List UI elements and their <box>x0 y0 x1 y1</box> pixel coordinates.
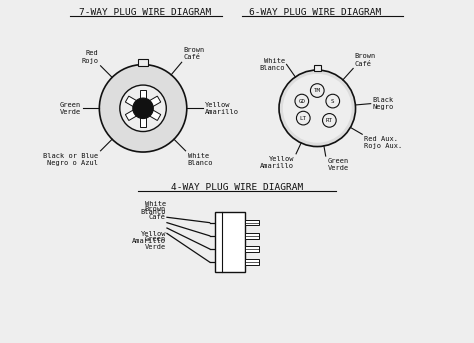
Circle shape <box>295 94 309 108</box>
Circle shape <box>310 84 324 97</box>
Circle shape <box>326 94 339 108</box>
Circle shape <box>100 64 187 152</box>
Text: 6-WAY PLUG WIRE DIAGRAM: 6-WAY PLUG WIRE DIAGRAM <box>249 8 382 17</box>
Text: Red Aux.
Rojo Aux.: Red Aux. Rojo Aux. <box>364 136 402 150</box>
Text: White
Blanco: White Blanco <box>140 201 166 214</box>
Text: White
Blanco: White Blanco <box>188 153 213 166</box>
Text: 7-WAY PLUG WIRE DIAGRAM: 7-WAY PLUG WIRE DIAGRAM <box>79 8 211 17</box>
Text: LT: LT <box>300 116 307 121</box>
Text: Green
Verde: Green Verde <box>60 102 81 115</box>
Bar <box>313 65 321 71</box>
Bar <box>245 220 259 225</box>
Circle shape <box>133 98 153 119</box>
Text: Red
Rojo: Red Rojo <box>82 50 99 64</box>
Bar <box>215 213 245 272</box>
Text: Yellow
Amarillo: Yellow Amarillo <box>205 102 239 115</box>
Text: S: S <box>331 98 335 104</box>
Circle shape <box>296 111 310 125</box>
Polygon shape <box>149 96 161 107</box>
Text: Brown
Café: Brown Café <box>145 206 166 220</box>
Circle shape <box>279 70 356 146</box>
Text: Green
Verde: Green Verde <box>145 236 166 250</box>
Text: RT: RT <box>326 118 333 123</box>
Text: Black or Blue
Negro o Azul: Black or Blue Negro o Azul <box>43 153 99 166</box>
Polygon shape <box>149 110 161 120</box>
Circle shape <box>120 85 166 131</box>
Text: White
Blanco: White Blanco <box>259 58 285 71</box>
Bar <box>245 246 259 252</box>
Text: Brown
Café: Brown Café <box>184 47 205 60</box>
Polygon shape <box>140 90 146 99</box>
Circle shape <box>283 74 352 143</box>
Text: 4-WAY PLUG WIRE DIAGRAM: 4-WAY PLUG WIRE DIAGRAM <box>171 184 303 192</box>
Polygon shape <box>140 117 146 127</box>
Polygon shape <box>126 96 137 107</box>
Text: Brown
Café: Brown Café <box>355 53 376 67</box>
Text: TM: TM <box>314 88 321 93</box>
Text: Green
Verde: Green Verde <box>328 158 349 171</box>
Text: GD: GD <box>298 98 305 104</box>
Text: Yellow
Amarillo: Yellow Amarillo <box>260 155 294 169</box>
Bar <box>245 259 259 265</box>
Bar <box>245 233 259 238</box>
Text: Yellow
Amarillo: Yellow Amarillo <box>132 231 166 244</box>
Circle shape <box>322 114 336 127</box>
Polygon shape <box>126 110 137 120</box>
Bar <box>138 59 148 66</box>
Text: Black
Negro: Black Negro <box>373 97 394 110</box>
